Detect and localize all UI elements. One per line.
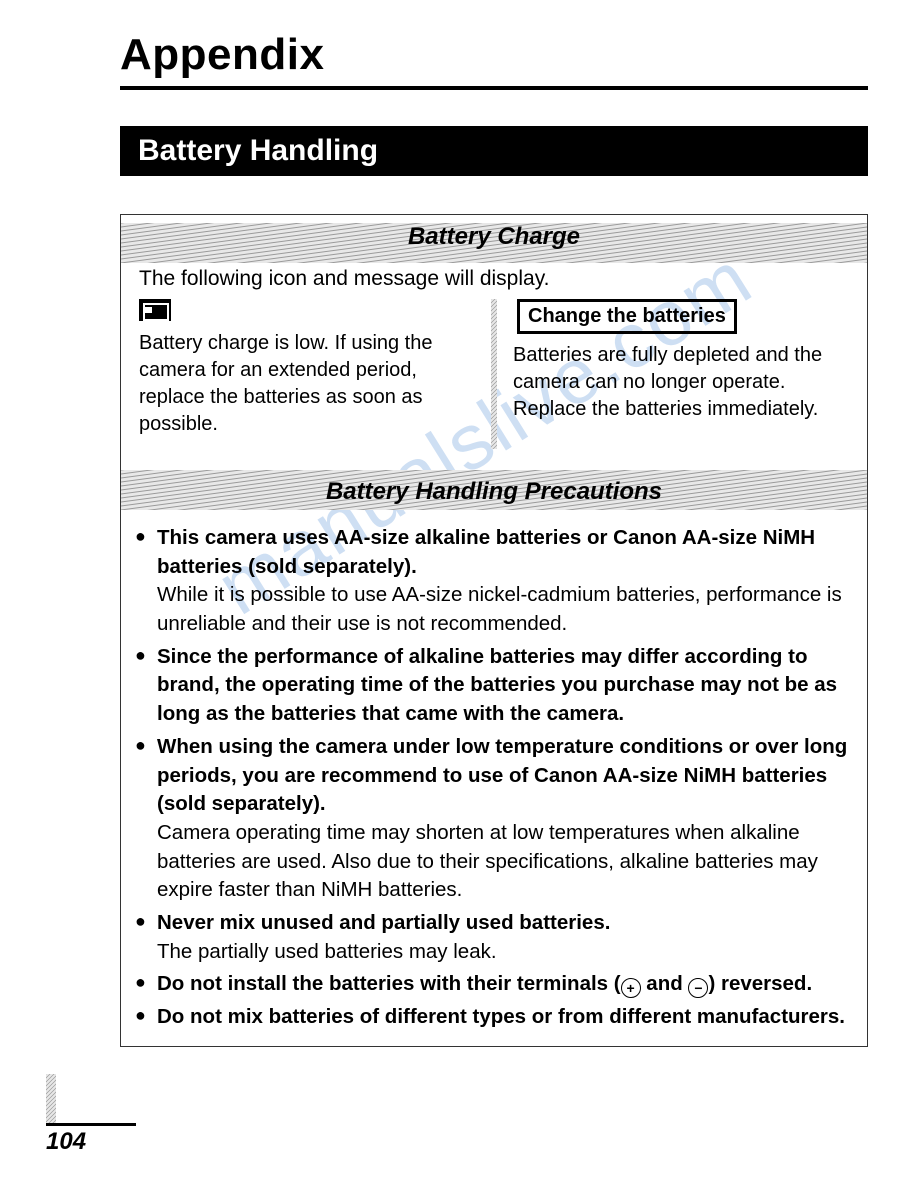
- precaution-item: Do not install the batteries with their …: [135, 970, 853, 999]
- plus-terminal-icon: +: [621, 978, 641, 998]
- precautions-body: This camera uses AA-size alkaline batter…: [121, 514, 867, 1046]
- change-batteries-box: Change the batteries: [517, 299, 737, 334]
- charge-left-text: Battery charge is low. If using the came…: [139, 330, 475, 438]
- precaution-item: When using the camera under low temperat…: [135, 733, 853, 905]
- title-block: Appendix: [120, 30, 868, 90]
- footer-rule: [46, 1123, 136, 1126]
- battery-charge-body: The following icon and message will disp…: [121, 259, 867, 470]
- battery-info-frame: Battery Charge The following icon and me…: [120, 214, 868, 1047]
- charge-right-text: Batteries are fully depleted and the cam…: [513, 342, 849, 423]
- column-divider: [491, 299, 497, 454]
- page-footer: 104: [46, 1123, 136, 1156]
- charge-right-column: Change the batteries Batteries are fully…: [513, 299, 849, 454]
- page-number: 104: [46, 1128, 136, 1156]
- charge-left-column: Battery charge is low. If using the came…: [139, 299, 475, 454]
- precaution-item: Do not mix batteries of different types …: [135, 1003, 853, 1032]
- precautions-list: This camera uses AA-size alkaline batter…: [135, 524, 853, 1032]
- battery-charge-header: Battery Charge: [121, 215, 867, 259]
- charge-lead-text: The following icon and message will disp…: [139, 267, 849, 291]
- precaution-item: This camera uses AA-size alkaline batter…: [135, 524, 853, 639]
- precaution-item: Never mix unused and partially used batt…: [135, 909, 853, 966]
- section-heading: Battery Handling: [120, 126, 868, 176]
- precautions-header: Battery Handling Precautions: [121, 470, 867, 514]
- page-title: Appendix: [120, 30, 868, 80]
- precaution-item: Since the performance of alkaline batter…: [135, 643, 853, 729]
- side-hatch-decoration: [46, 1074, 56, 1126]
- battery-low-icon: [139, 299, 171, 321]
- minus-terminal-icon: −: [688, 978, 708, 998]
